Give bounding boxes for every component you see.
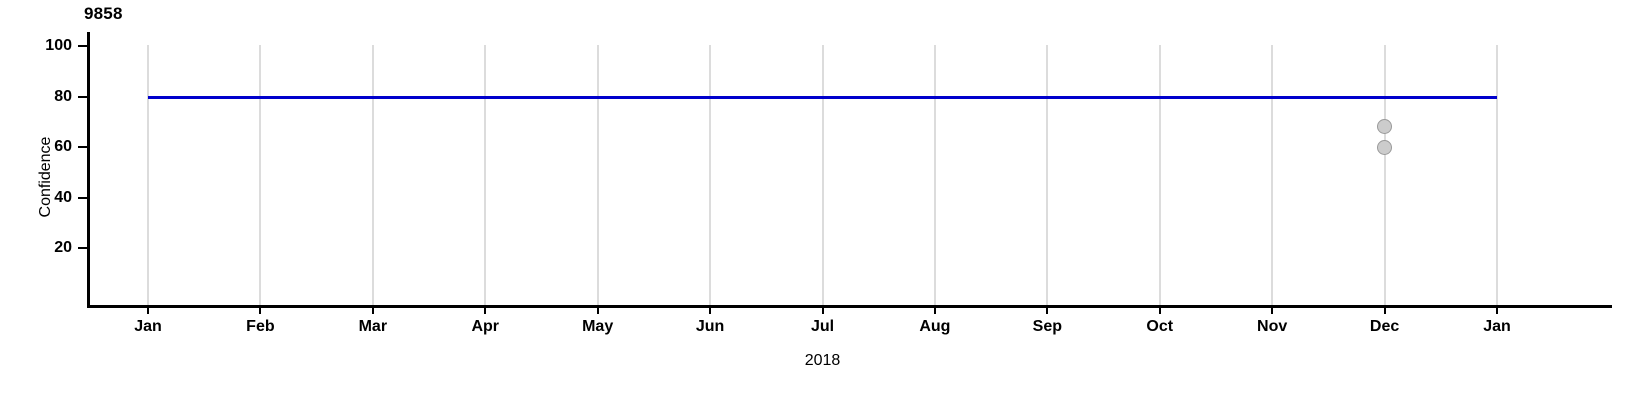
threshold-line [148, 95, 1497, 99]
x-tick-mark [147, 307, 149, 314]
x-axis-title: 2018 [804, 352, 841, 369]
gridline-vertical [1271, 45, 1274, 305]
x-tick-label: Sep [1032, 318, 1062, 335]
y-tick-label: 40 [54, 188, 72, 206]
gridline-vertical [1046, 45, 1049, 305]
x-tick-label: Jun [695, 318, 725, 335]
gridline-vertical [821, 45, 824, 305]
x-tick-mark [821, 307, 824, 314]
gridline-vertical [371, 45, 374, 305]
gridline-vertical [1496, 45, 1498, 305]
x-tick-label: Jan [134, 318, 162, 335]
x-tick-mark [933, 307, 936, 314]
y-tick-mark [78, 146, 87, 148]
x-tick-mark [259, 307, 262, 314]
x-axis-line [87, 305, 1612, 308]
gridline-vertical [596, 45, 599, 305]
gridline-vertical [709, 45, 712, 305]
y-tick-label: 80 [54, 87, 72, 105]
y-tick-label: 20 [54, 239, 72, 256]
y-tick-label: 60 [54, 138, 72, 155]
x-tick-label: Jul [810, 318, 835, 335]
y-tick-label: 100 [45, 37, 72, 54]
x-tick-mark [1383, 307, 1386, 314]
data-point[interactable] [1377, 119, 1393, 135]
data-point[interactable] [1377, 139, 1393, 155]
x-tick-label: Dec [1369, 318, 1400, 335]
x-tick-mark [1496, 307, 1498, 314]
x-tick-label: Feb [246, 318, 275, 335]
gridline-vertical [1383, 45, 1386, 305]
gridline-vertical [147, 45, 149, 305]
x-tick-mark [484, 307, 487, 314]
chart-title: 9858 [84, 4, 123, 23]
gridline-vertical [933, 45, 936, 305]
x-tick-mark [371, 307, 374, 314]
y-tick-mark [78, 196, 87, 199]
y-axis-title: Confidence [37, 136, 54, 218]
x-tick-mark [1158, 307, 1161, 314]
x-tick-mark [1046, 307, 1049, 314]
x-tick-mark [1271, 307, 1274, 314]
x-tick-label: Nov [1257, 318, 1288, 335]
y-tick-mark [78, 95, 87, 98]
x-tick-label: May [582, 318, 614, 335]
x-tick-label: Mar [358, 318, 388, 335]
gridline-vertical [484, 45, 487, 305]
x-tick-mark [596, 307, 599, 314]
x-tick-label: Oct [1146, 318, 1174, 335]
y-tick-mark [78, 247, 87, 249]
gridline-vertical [259, 45, 262, 305]
x-tick-mark [709, 307, 712, 314]
gridline-vertical [1158, 45, 1161, 305]
x-tick-label: Apr [471, 318, 500, 335]
y-tick-mark [78, 45, 87, 47]
x-tick-label: Jan [1483, 318, 1511, 335]
x-tick-label: Aug [919, 318, 951, 335]
y-axis-line [87, 32, 90, 307]
